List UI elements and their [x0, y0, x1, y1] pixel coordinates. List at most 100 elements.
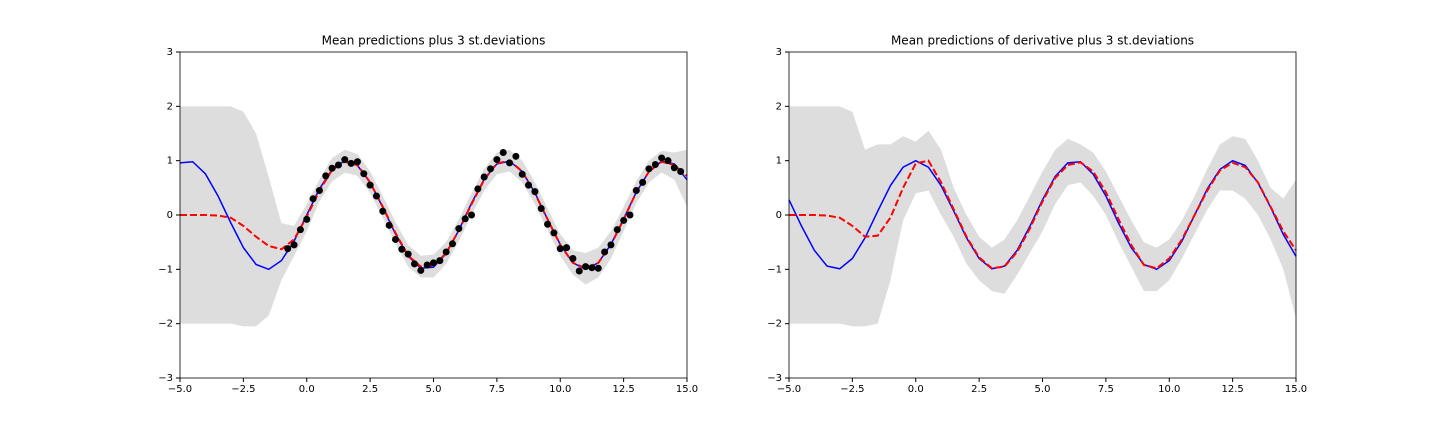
- data-point: [385, 221, 393, 229]
- data-point: [575, 267, 583, 275]
- data-point: [518, 170, 526, 178]
- plot-area: [179, 106, 688, 327]
- data-point: [290, 241, 298, 249]
- chart-title: Mean predictions plus 3 st.deviations: [322, 34, 546, 48]
- x-tick-label: 0.0: [299, 384, 315, 395]
- data-point: [303, 215, 311, 223]
- y-tick-label: −3: [158, 373, 173, 384]
- data-point: [360, 170, 368, 178]
- data-point: [423, 261, 431, 269]
- data-point: [487, 165, 495, 173]
- y-tick-label: −1: [767, 264, 782, 275]
- series-line: [789, 159, 1297, 270]
- data-point: [594, 264, 602, 272]
- x-tick-label: 2.5: [971, 384, 987, 395]
- data-point: [410, 260, 418, 268]
- x-tick-label: −5.0: [168, 384, 192, 395]
- data-point: [353, 158, 361, 166]
- series-line: [180, 159, 688, 270]
- data-point: [531, 188, 539, 196]
- x-tick-label: −5.0: [777, 384, 801, 395]
- x-tick-label: 5.0: [426, 384, 442, 395]
- series-line: [179, 159, 688, 271]
- x-tick-label: 12.5: [1221, 384, 1243, 395]
- x-tick-label: 2.5: [362, 384, 378, 395]
- data-point: [379, 207, 387, 215]
- y-tick-label: 1: [167, 156, 173, 167]
- data-point: [525, 181, 533, 189]
- data-point: [404, 250, 412, 258]
- x-tick-label: 10.0: [1158, 384, 1180, 395]
- data-point: [480, 173, 488, 181]
- data-point: [582, 263, 590, 271]
- data-point: [607, 241, 615, 249]
- y-tick-label: 2: [776, 101, 782, 112]
- data-point: [328, 164, 336, 172]
- data-point: [632, 187, 640, 195]
- confidence-band: [180, 106, 687, 327]
- data-point: [455, 225, 463, 233]
- data-point: [588, 264, 596, 272]
- data-point: [449, 240, 457, 248]
- x-tick-label: 7.5: [1098, 384, 1114, 395]
- data-point: [436, 257, 444, 265]
- data-point: [563, 244, 571, 252]
- data-point: [372, 192, 380, 200]
- x-tick-label: 15.0: [1285, 384, 1307, 395]
- data-point: [645, 165, 653, 173]
- data-point: [544, 220, 552, 228]
- data-point: [347, 159, 355, 167]
- y-tick-label: −2: [158, 319, 173, 330]
- y-tick-label: 1: [776, 156, 782, 167]
- x-tick-label: 10.0: [549, 384, 571, 395]
- y-tick-label: −1: [158, 264, 173, 275]
- y-tick-label: 0: [167, 210, 173, 221]
- x-tick-label: 5.0: [1035, 384, 1051, 395]
- y-tick-label: −3: [767, 373, 782, 384]
- data-point: [322, 172, 330, 180]
- x-tick-label: 15.0: [676, 384, 698, 395]
- data-point: [315, 187, 323, 195]
- data-point: [506, 159, 514, 167]
- data-point: [430, 259, 437, 267]
- y-tick-label: 3: [776, 47, 782, 58]
- chart-title: Mean predictions of derivative plus 3 st…: [891, 34, 1194, 48]
- data-point: [341, 156, 349, 164]
- data-point: [677, 168, 685, 176]
- data-point: [664, 157, 672, 165]
- data-point: [398, 245, 406, 253]
- data-point: [512, 152, 520, 160]
- data-point: [670, 164, 678, 172]
- x-tick-label: −2.5: [231, 384, 255, 395]
- data-point: [556, 245, 564, 253]
- data-point: [569, 254, 577, 262]
- y-tick-label: 3: [167, 47, 173, 58]
- y-tick-label: 0: [776, 210, 782, 221]
- data-point: [417, 266, 425, 274]
- data-point: [499, 149, 507, 157]
- data-point: [658, 154, 666, 162]
- y-tick-label: −2: [767, 319, 782, 330]
- y-tick-label: 2: [167, 101, 173, 112]
- data-point: [442, 248, 450, 256]
- plot-area: [788, 106, 1297, 327]
- data-point: [601, 248, 609, 256]
- data-point: [296, 226, 304, 234]
- x-tick-label: 12.5: [612, 384, 634, 395]
- confidence-band: [789, 106, 1296, 327]
- x-tick-label: 0.0: [908, 384, 924, 395]
- data-point: [461, 215, 469, 223]
- data-point: [391, 235, 399, 243]
- data-point: [639, 178, 647, 186]
- data-point: [309, 195, 317, 203]
- data-point: [550, 229, 558, 237]
- x-tick-label: 7.5: [489, 384, 505, 395]
- data-point: [620, 216, 628, 224]
- data-point: [334, 161, 342, 169]
- data-point: [493, 156, 501, 164]
- data-point: [468, 211, 476, 219]
- data-point: [284, 245, 292, 253]
- data-point: [366, 181, 374, 189]
- data-point: [537, 204, 545, 212]
